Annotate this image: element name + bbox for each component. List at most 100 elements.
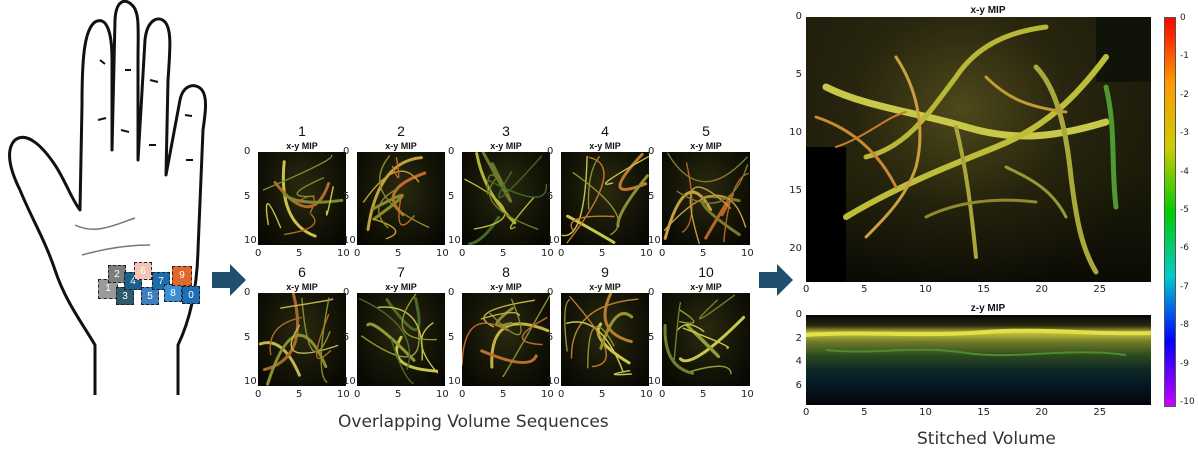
palm-line	[81, 244, 151, 256]
colorbar-tick: -9	[1180, 358, 1189, 369]
colorbar-tick: -3	[1180, 128, 1189, 139]
panel-x-tick: 5	[296, 389, 303, 400]
colorbar-tick-labels: 0 -1 -2 -3 -4 -5 -6 -7 -8 -9 -10	[1180, 13, 1198, 407]
x-tick-label: 5	[861, 284, 868, 295]
colorbar-tick: -4	[1180, 166, 1189, 177]
panel-x-tick: 10	[436, 389, 449, 400]
colorbar-tick: 0	[1180, 13, 1186, 23]
panel-x-tick: 10	[436, 248, 449, 259]
panel-y-tick: 0	[547, 146, 554, 157]
panel-x-tick: 10	[741, 248, 754, 259]
colorbar	[1164, 17, 1176, 407]
panel-x-tick: 5	[500, 248, 507, 259]
panel-y-tick: 10	[244, 376, 257, 387]
x-tick-label: 25	[1093, 284, 1107, 295]
panel-number: 6	[298, 264, 306, 280]
palm-line	[74, 217, 136, 230]
stitched-zy-title: z-y MIP	[970, 303, 1006, 314]
panel-y-tick: 10	[343, 235, 356, 246]
panel-x-tick: 5	[599, 389, 606, 400]
panel-y-tick: 0	[648, 146, 655, 157]
panel-y-tick: 10	[648, 376, 661, 387]
panel-y-tick: 5	[648, 331, 655, 343]
caption-stitched: Stitched Volume	[917, 429, 1056, 449]
stitched-xy-title: x-y MIP	[970, 5, 1006, 16]
panel-x-tick: 5	[700, 389, 707, 400]
panel-image	[357, 152, 445, 245]
panel-y-tick: 5	[648, 190, 655, 202]
panel-number: 5	[702, 123, 710, 139]
panel-number: 10	[698, 264, 714, 280]
y-tick-label: 0	[795, 11, 802, 22]
panel-x-tick: 5	[500, 389, 507, 400]
x-tick-label: 15	[977, 284, 990, 295]
stitched-zy-y-axis: 0 2 4 6	[788, 310, 804, 405]
panel-number: 9	[601, 264, 609, 280]
panel-y-tick: 5	[244, 190, 251, 202]
x-tick-label: 10	[919, 407, 932, 418]
panel-number: 8	[502, 264, 510, 280]
x-tick-label: 10	[919, 284, 932, 295]
colorbar-tick: -2	[1180, 89, 1189, 100]
panel-title: x-y MIP	[286, 141, 318, 151]
panel-y-tick: 5	[244, 331, 251, 343]
panel-y-tick: 5	[448, 190, 455, 202]
panel-title: x-y MIP	[490, 282, 522, 292]
panel-y-tick: 10	[343, 376, 356, 387]
panel-title: x-y MIP	[690, 282, 722, 292]
x-tick-label: 0	[803, 284, 810, 295]
panel-x-tick: 0	[255, 248, 262, 259]
panel-title: x-y MIP	[385, 282, 417, 292]
panel-image	[561, 293, 649, 386]
panel-number: 3	[502, 123, 510, 139]
x-tick-label: 15	[977, 407, 990, 418]
panel-x-tick: 10	[640, 389, 653, 400]
panel-y-tick: 5	[343, 190, 350, 202]
panel-x-tick: 5	[599, 248, 606, 259]
y-tick-label: 6	[795, 380, 802, 392]
panel-y-tick: 10	[547, 235, 560, 246]
panel-image	[258, 152, 346, 245]
panel-y-tick: 0	[448, 146, 455, 157]
panel-y-tick: 5	[448, 331, 455, 343]
region-marker-5: 5	[141, 287, 159, 305]
y-tick-label: 5	[795, 69, 802, 81]
panel-x-tick: 10	[337, 389, 350, 400]
panel-x-tick: 0	[354, 389, 361, 400]
volume-panel-grid: 1 x-y MIP 0 5 10 0 5 10 2 x-y MIP 0 5 10 0 5 10 3 x-y MIP…	[244, 123, 754, 400]
panel-x-tick: 0	[558, 389, 565, 400]
panel-x-tick: 0	[354, 248, 361, 259]
hand-illustration	[8, 0, 207, 395]
caption-overlapping: Overlapping Volume Sequences	[338, 412, 609, 432]
y-tick-label: 2	[795, 332, 802, 344]
panel-title: x-y MIP	[286, 282, 318, 292]
colorbar-tick: -8	[1180, 320, 1189, 331]
panel-x-tick: 5	[296, 248, 303, 259]
x-tick-label: 5	[861, 407, 868, 418]
stitched-zy-x-axis: 0 5 10 15 20 25	[803, 407, 1151, 420]
panel-title: x-y MIP	[385, 141, 417, 151]
region-marker-0: 0	[182, 286, 200, 304]
panel-y-tick: 10	[448, 376, 461, 387]
panel-x-tick: 0	[558, 248, 565, 259]
panel-y-tick: 5	[547, 190, 554, 202]
arrow-right-icon	[212, 264, 246, 296]
panel-x-tick: 10	[741, 389, 754, 400]
stitched-xy-x-axis: 0 5 10 15 20 25	[803, 284, 1151, 297]
panel-y-tick: 0	[343, 287, 350, 298]
region-marker-6: 6	[134, 262, 152, 280]
panel-number: 4	[601, 123, 609, 139]
region-marker-9: 9	[172, 266, 192, 286]
colorbar-tick: -6	[1180, 243, 1189, 254]
colorbar-tick: -5	[1180, 205, 1189, 215]
panel-x-tick: 0	[659, 248, 666, 259]
panel-title: x-y MIP	[690, 141, 722, 151]
panel-y-tick: 0	[448, 287, 455, 298]
y-tick-label: 15	[789, 185, 802, 197]
panel-y-tick: 10	[244, 235, 257, 246]
panel-x-tick: 10	[337, 248, 350, 259]
y-tick-label: 4	[795, 356, 802, 368]
x-tick-label: 20	[1035, 284, 1049, 295]
panel-x-tick: 10	[541, 248, 554, 259]
stitched-zy-image	[806, 315, 1151, 405]
